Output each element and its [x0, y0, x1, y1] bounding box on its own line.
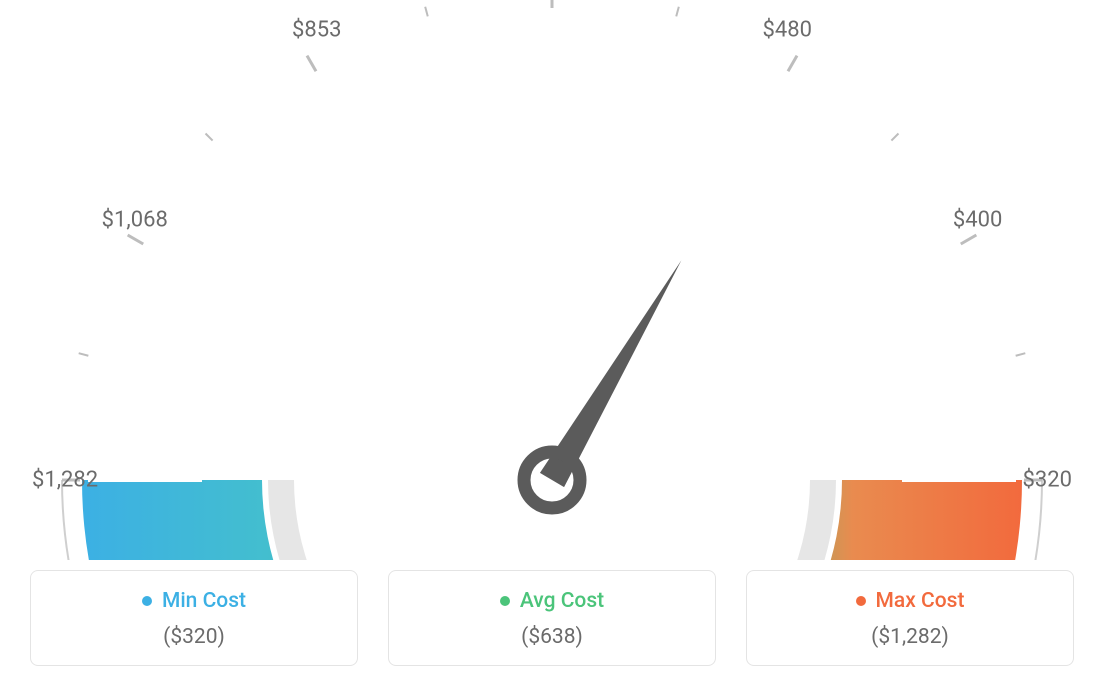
- tick-outer-major: [128, 235, 144, 244]
- tick-outer-major: [307, 56, 316, 72]
- legend-label-min: Min Cost: [162, 589, 246, 613]
- tick-outer-minor: [1016, 353, 1026, 356]
- tick-outer-minor: [676, 7, 679, 17]
- tick-inner-minor: [835, 152, 880, 197]
- legend-title-avg: Avg Cost: [500, 589, 604, 613]
- legend-value-max: ($1,282): [757, 625, 1063, 649]
- tick-label: $320: [1023, 468, 1072, 493]
- legend-value-min: ($320): [41, 625, 347, 649]
- tick-outer-minor: [425, 7, 428, 17]
- tick-outer-major: [961, 235, 977, 244]
- tick-inner-major: [320, 78, 377, 177]
- tick-inner-minor: [224, 152, 269, 197]
- tick-inner-major: [150, 248, 249, 305]
- inner-ring: [268, 480, 836, 560]
- gauge-area: $320$400$480$638$853$1,068$1,282: [0, 0, 1104, 560]
- legend-value-avg: ($638): [399, 625, 705, 649]
- tick-inner-minor: [938, 360, 1000, 377]
- tick-label: $1,282: [32, 468, 98, 493]
- tick-inner-major: [855, 248, 954, 305]
- gauge-svg: [0, 0, 1104, 560]
- legend-label-max: Max Cost: [876, 589, 965, 613]
- tick-inner-minor: [104, 360, 166, 377]
- legend-box-avg: Avg Cost ($638): [388, 570, 716, 666]
- legend-title-min: Min Cost: [142, 589, 246, 613]
- tick-label: $853: [292, 17, 341, 42]
- tick-label: $400: [953, 208, 1002, 233]
- tick-outer-minor: [79, 353, 89, 356]
- legend-row: Min Cost ($320) Avg Cost ($638) Max Cost…: [30, 570, 1074, 666]
- cost-gauge-chart: $320$400$480$638$853$1,068$1,282 Min Cos…: [0, 0, 1104, 690]
- legend-dot-min: [142, 596, 152, 606]
- tick-inner-minor: [432, 32, 449, 94]
- legend-box-min: Min Cost ($320): [30, 570, 358, 666]
- legend-box-max: Max Cost ($1,282): [746, 570, 1074, 666]
- tick-outer-major: [788, 56, 797, 72]
- legend-dot-avg: [500, 596, 510, 606]
- color-band: [82, 480, 1022, 560]
- legend-title-max: Max Cost: [856, 589, 965, 613]
- tick-label: $1,068: [102, 208, 168, 233]
- tick-outer-minor: [891, 134, 898, 141]
- tick-outer-minor: [206, 134, 213, 141]
- tick-inner-minor: [656, 32, 673, 94]
- legend-label-avg: Avg Cost: [520, 589, 604, 613]
- tick-inner-major: [727, 78, 784, 177]
- legend-dot-max: [856, 596, 866, 606]
- tick-label: $480: [763, 17, 812, 42]
